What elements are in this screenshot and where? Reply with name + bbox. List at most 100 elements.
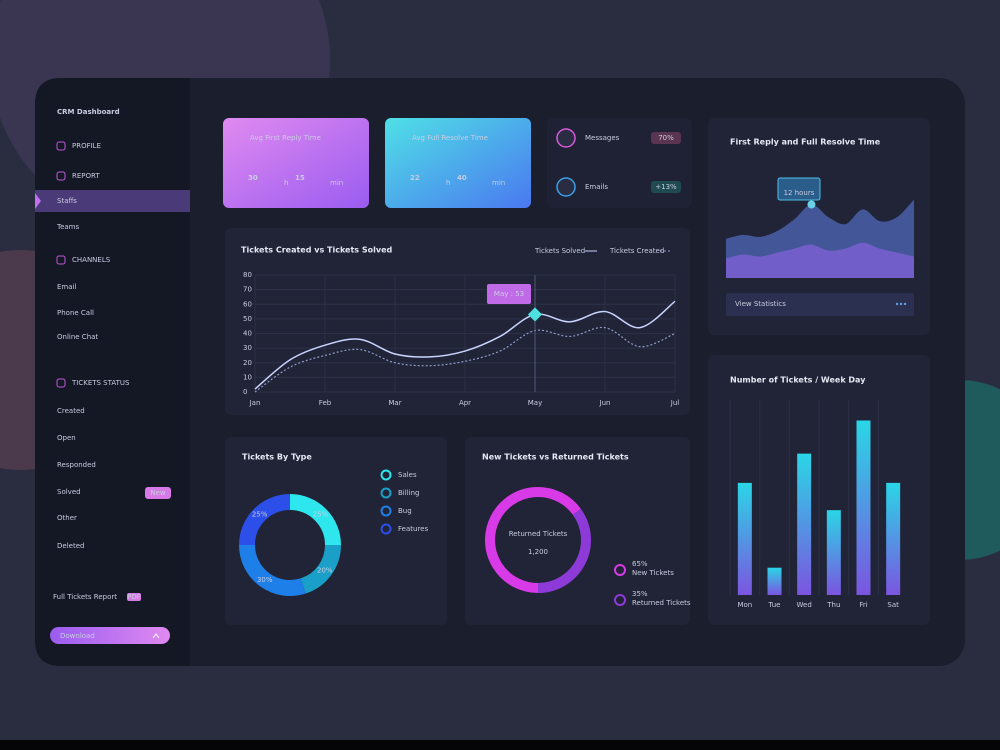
x-tick-label: Sat	[887, 601, 899, 609]
nav-item[interactable]: Solved	[57, 488, 81, 496]
nav-item[interactable]: Other	[57, 514, 77, 522]
legend-marker	[614, 594, 626, 606]
download-button[interactable]	[50, 627, 170, 644]
y-tick-label: 20	[243, 359, 252, 367]
nav-item[interactable]: Staffs	[57, 197, 77, 205]
button-chevron	[152, 633, 160, 639]
bar	[737, 482, 752, 595]
active-item-bg	[35, 190, 190, 212]
bar	[767, 567, 782, 595]
kpi-minutes-unit: min	[492, 179, 505, 187]
nav-item[interactable]: Online Chat	[57, 333, 98, 341]
nav-item[interactable]: Created	[57, 407, 85, 415]
legend-marker	[380, 505, 392, 517]
chart-title: First Reply and Full Resolve Time	[730, 138, 881, 147]
marker	[807, 200, 816, 209]
chart-title: Tickets Created vs Tickets Solved	[241, 246, 392, 255]
kpi-label: Avg First Reply Time	[250, 134, 321, 142]
x-tick-label: Wed	[797, 601, 812, 609]
y-tick-label: 30	[243, 344, 252, 352]
section-icon	[56, 141, 66, 151]
x-tick-label: Jun	[599, 399, 611, 407]
badge-text: New	[150, 489, 166, 497]
button-text: Download	[60, 632, 95, 640]
channel-icon	[556, 128, 576, 148]
x-tick-label: Mar	[388, 399, 401, 407]
kpi-card	[385, 118, 531, 208]
channel-icon	[556, 177, 576, 197]
segment-label: 25%	[313, 511, 329, 519]
nav-item[interactable]: Open	[57, 434, 76, 442]
marker	[527, 307, 543, 322]
kpi-minutes: 40	[457, 174, 467, 182]
sidebar	[35, 78, 190, 666]
legend-value: 65%	[632, 560, 648, 568]
pie-segment	[537, 508, 591, 593]
channel-badge-text: +13%	[655, 183, 677, 191]
section-heading: CHANNELS	[72, 256, 111, 264]
y-tick-label: 10	[243, 373, 252, 381]
x-tick-label: Fri	[859, 601, 867, 609]
y-tick-label: 50	[243, 315, 252, 323]
nav-item[interactable]: Teams	[56, 223, 80, 231]
channel-badge	[651, 181, 681, 193]
card	[465, 437, 690, 625]
section-icon	[56, 378, 66, 388]
nav-item[interactable]: Deleted	[57, 542, 84, 550]
kpi-hours-unit: h	[284, 179, 288, 187]
y-tick-label: 0	[243, 388, 247, 396]
section-icon	[56, 255, 66, 265]
y-tick-label: 60	[243, 300, 252, 308]
legend-label: New Tickets	[632, 569, 674, 577]
bar	[856, 420, 871, 595]
badge	[145, 487, 171, 499]
nav-item[interactable]: Email	[57, 283, 76, 291]
section-heading: TICKETS STATUS	[71, 379, 130, 387]
x-tick-label: Tue	[768, 601, 781, 609]
section-heading: REPORT	[72, 172, 100, 180]
legend-label: Sales	[398, 471, 417, 479]
x-tick-label: May	[528, 399, 542, 407]
series-line	[254, 300, 676, 390]
bottom-strip	[0, 740, 1000, 750]
chart-title: Tickets By Type	[242, 453, 312, 462]
center-label: Returned Tickets	[509, 530, 568, 538]
x-tick-label: Mon	[737, 601, 752, 609]
y-tick-label: 70	[243, 286, 252, 294]
tooltip-text: May : 53	[494, 290, 524, 298]
segment-label: 30%	[257, 576, 273, 584]
chart-title: New Tickets vs Returned Tickets	[482, 453, 629, 462]
x-tick-label: Thu	[826, 601, 840, 609]
pie-segment	[239, 494, 291, 546]
bar	[826, 510, 841, 595]
channel-badge	[651, 132, 681, 144]
segment-label: 25%	[252, 511, 268, 519]
bar	[797, 453, 812, 595]
kpi-hours: 22	[410, 174, 420, 182]
tooltip	[487, 284, 531, 304]
nav-item[interactable]: Responded	[57, 461, 96, 469]
legend-marker	[380, 469, 392, 481]
legend-label: Bug	[398, 507, 412, 515]
pie-segment	[289, 494, 341, 546]
legend-label: Billing	[398, 489, 419, 497]
legend-label: Tickets Created	[609, 247, 664, 255]
center-value: 1,200	[528, 548, 548, 556]
nav-item[interactable]: Phone Call	[57, 309, 94, 317]
kpi-hours-unit: h	[446, 179, 450, 187]
section-icon	[56, 171, 66, 181]
kpi-card	[223, 118, 369, 208]
pie-segment	[485, 487, 581, 593]
report-title: Full Tickets Report	[53, 593, 117, 601]
tooltip-text: 12 hours	[784, 189, 815, 197]
kpi-hours: 30	[248, 174, 258, 182]
content: CRM Dashboard PROFILE REPORT Staffs Teams CHA…	[35, 108, 930, 644]
chart-title: Number of Tickets / Week Day	[730, 376, 866, 385]
x-tick-label: Jul	[670, 399, 680, 407]
series-line	[254, 326, 676, 393]
legend-marker	[380, 523, 392, 535]
x-tick-label: Jan	[249, 399, 261, 407]
report-badge	[127, 593, 141, 601]
kpi-minutes: 15	[295, 174, 305, 182]
